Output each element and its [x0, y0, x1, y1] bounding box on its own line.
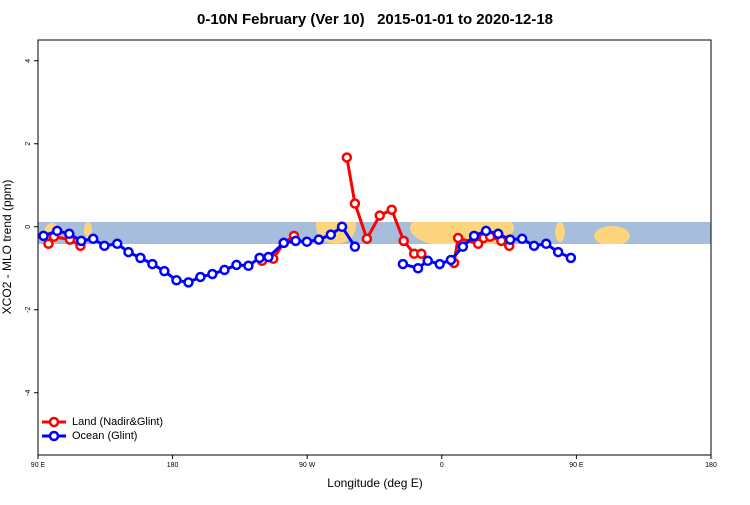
plot-frame	[37, 39, 712, 456]
data-point	[434, 258, 445, 270]
data-point	[480, 225, 492, 237]
chart-title: 0-10N February (Ver 10) 2015-01-01 to 20…	[197, 11, 553, 28]
data-point	[349, 198, 361, 209]
data-point	[386, 204, 397, 215]
data-point	[254, 252, 265, 264]
series-line	[47, 157, 511, 264]
data-point	[468, 230, 480, 242]
data-point	[540, 238, 552, 250]
data-point	[416, 248, 427, 259]
data-point	[87, 233, 99, 245]
data-point	[565, 252, 577, 264]
y-tick-label: -2	[25, 307, 32, 313]
x-tick-label: 90 E	[31, 462, 46, 469]
data-point	[112, 238, 123, 250]
x-tick-label: 0	[440, 462, 444, 469]
data-point	[325, 229, 337, 240]
y-tick-label: 0	[25, 225, 32, 229]
x-tick-label: 90 E	[569, 462, 584, 469]
data-point	[75, 235, 87, 247]
data-point	[171, 275, 182, 286]
data-point	[516, 233, 528, 245]
data-point	[374, 210, 385, 221]
data-point	[336, 221, 348, 232]
data-point	[195, 271, 206, 283]
data-point	[398, 235, 409, 247]
legend-label: Ocean (Glint)	[72, 430, 137, 442]
data-point	[313, 234, 325, 245]
data-point	[341, 152, 353, 163]
y-tick-label: 2	[25, 142, 32, 146]
data-point	[349, 241, 361, 252]
data-point	[422, 255, 433, 267]
data-point	[231, 259, 242, 271]
data-point	[219, 264, 230, 276]
data-point	[361, 233, 373, 245]
y-tick-label: 4	[25, 59, 32, 63]
data-point	[135, 252, 146, 264]
y-tick-label: -4	[25, 390, 32, 396]
data-point	[263, 251, 274, 263]
x-tick-label: 90 W	[299, 462, 316, 469]
map-strip	[38, 222, 711, 244]
data-point	[147, 258, 158, 270]
data-point	[278, 237, 289, 249]
data-point	[528, 240, 540, 252]
data-point	[38, 230, 49, 242]
data-point	[492, 228, 504, 240]
data-point	[301, 236, 313, 247]
y-axis-label: XCO2 - MLO trend (ppm)	[0, 180, 14, 315]
data-point	[51, 225, 63, 237]
x-axis-label: Longitude (deg E)	[327, 476, 422, 490]
data-point	[64, 228, 75, 240]
legend-marker	[48, 416, 60, 428]
data-point	[243, 260, 254, 272]
data-point	[552, 246, 564, 258]
x-tick-label: 180	[167, 462, 179, 469]
data-point	[457, 241, 469, 252]
data-point	[445, 254, 457, 266]
data-point	[159, 265, 170, 277]
data-point	[207, 268, 218, 280]
data-point	[452, 232, 464, 244]
legend-label: Land (Nadir&Glint)	[72, 416, 163, 428]
data-point	[397, 258, 409, 270]
data-point	[123, 246, 134, 258]
data-point	[412, 263, 424, 274]
legend-marker	[48, 430, 60, 442]
data-point	[43, 238, 54, 250]
data-point	[183, 277, 194, 288]
x-tick-label: 180	[705, 462, 717, 469]
data-point	[290, 235, 301, 247]
data-point	[504, 234, 516, 245]
data-point	[99, 240, 110, 252]
